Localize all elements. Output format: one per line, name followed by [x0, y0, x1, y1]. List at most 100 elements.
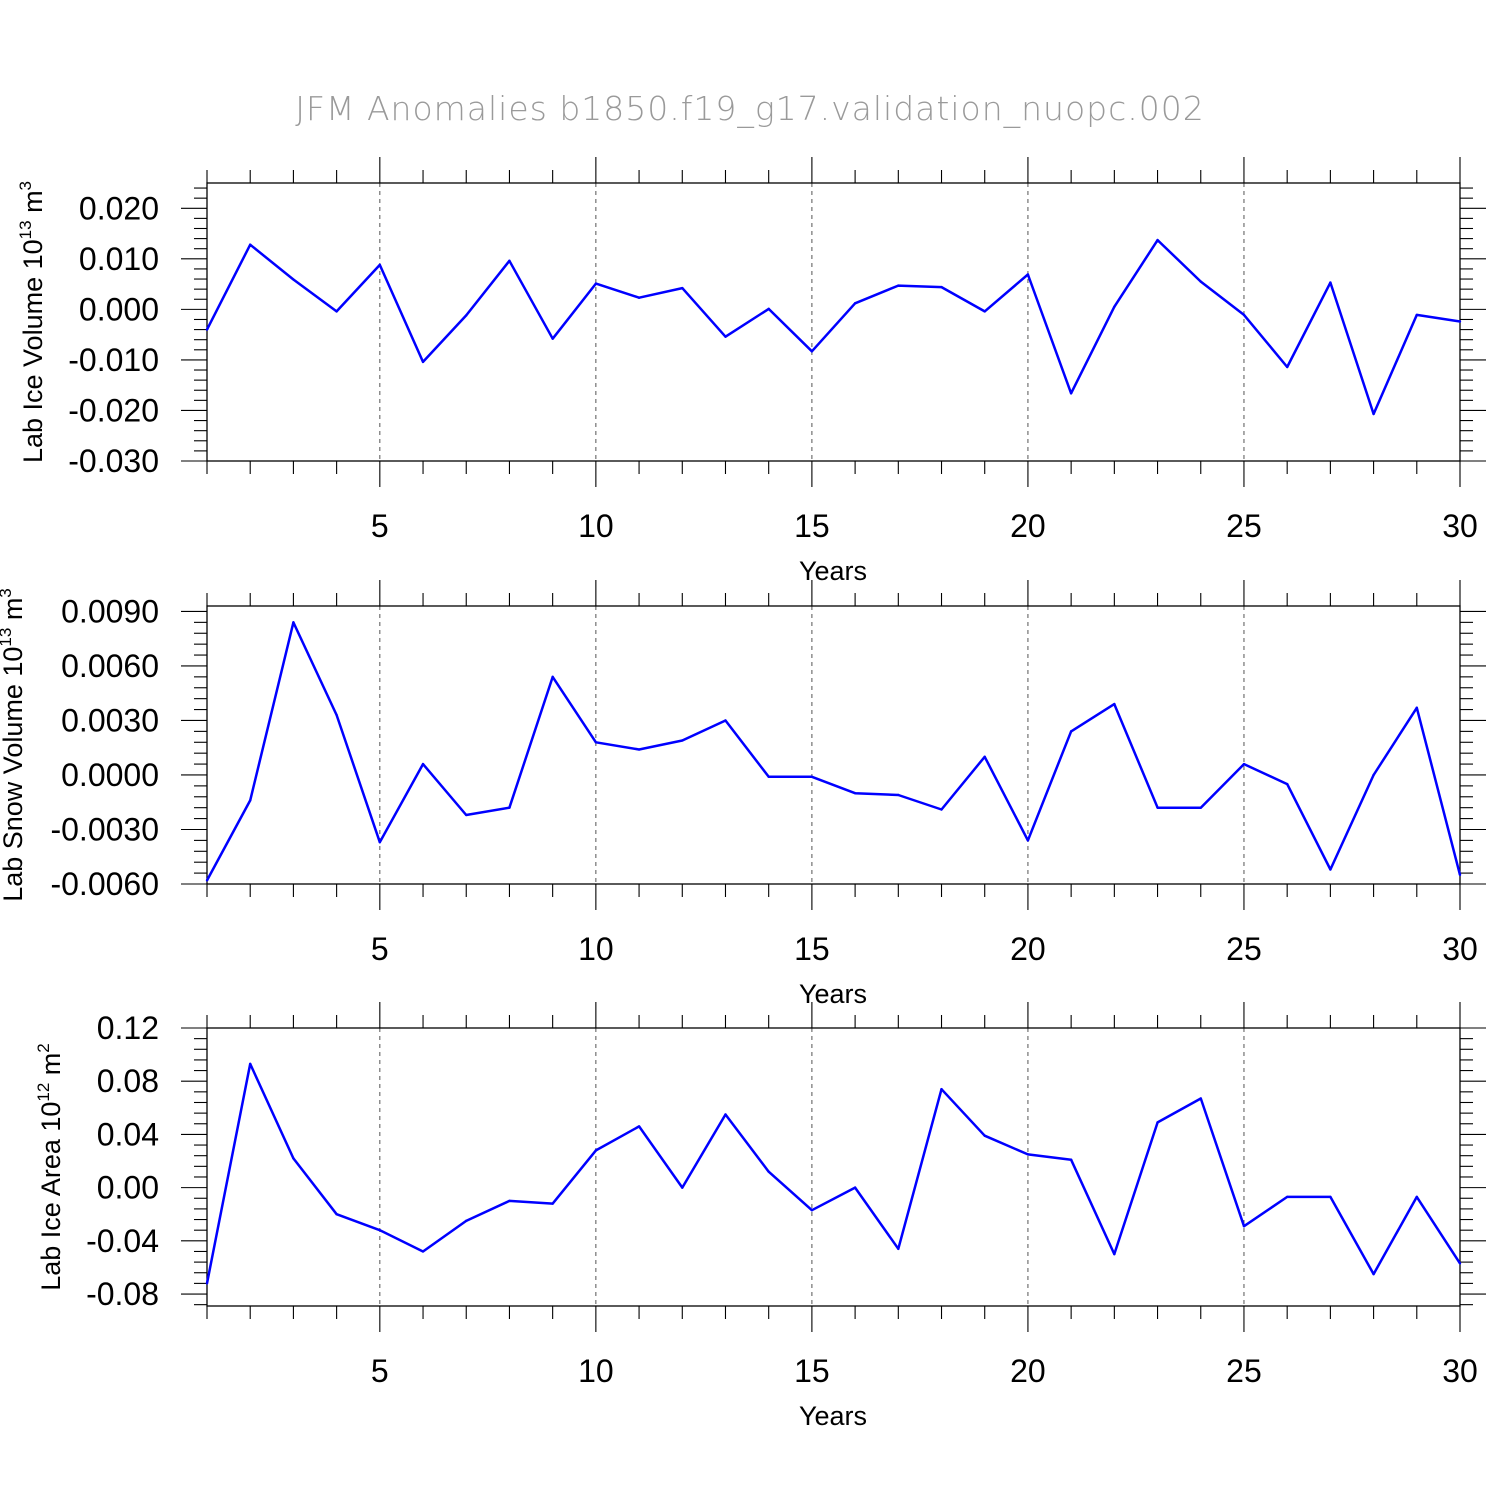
- data-point: [1026, 1153, 1030, 1156]
- data-point: [724, 335, 727, 338]
- x-axis-title: Years: [799, 979, 867, 1009]
- data-point: [249, 799, 252, 802]
- data-point: [940, 808, 943, 811]
- y-tick-label: 0.0000: [61, 757, 159, 793]
- y-axis-title: Lab Snow Volume 1013 m3: [0, 588, 28, 902]
- data-point: [1415, 1195, 1418, 1199]
- data-point: [1458, 1262, 1462, 1265]
- x-tick-label: 20: [1010, 1353, 1046, 1389]
- data-point: [897, 1247, 900, 1251]
- y-tick-label: -0.0060: [50, 866, 159, 902]
- data-point: [1156, 806, 1159, 809]
- data-point: [1242, 762, 1246, 766]
- data-point: [724, 1113, 727, 1116]
- data-point: [897, 793, 900, 797]
- data-point: [983, 310, 986, 313]
- series-line: [205, 238, 1461, 416]
- data-point: [681, 739, 684, 742]
- data-point: [508, 806, 511, 809]
- y-tick-label: -0.030: [68, 443, 159, 479]
- data-point: [1199, 1097, 1202, 1100]
- y-tick-label: -0.010: [68, 342, 159, 378]
- series-line: [205, 621, 1462, 881]
- data-point: [1199, 806, 1202, 809]
- y-axis-title: Lab Ice Volume 1013 m3: [16, 181, 48, 463]
- data-point: [637, 296, 641, 299]
- data-point: [1285, 1195, 1289, 1199]
- y-tick-label: -0.0030: [50, 811, 159, 847]
- data-point: [1415, 706, 1418, 709]
- data-point: [249, 1062, 252, 1066]
- data-point: [983, 755, 986, 759]
- x-tick-label: 15: [794, 1353, 830, 1389]
- data-point: [1113, 702, 1116, 706]
- data-point: [205, 328, 209, 331]
- data-point: [421, 762, 425, 766]
- plot-frame: [206, 1027, 1461, 1307]
- data-point: [1113, 305, 1116, 309]
- chart-panel-3: -0.08 -0.04 0.00 0.04 0.08 0.12 5 10 15 20 25 30 Yea…: [34, 1002, 1486, 1431]
- data-point: [594, 1149, 598, 1152]
- data-point: [853, 302, 857, 305]
- data-point: [508, 259, 511, 263]
- data-point: [421, 1250, 425, 1253]
- data-point: [1026, 839, 1030, 842]
- data-point: [1329, 281, 1332, 284]
- data-point: [724, 719, 727, 722]
- data-point: [551, 675, 554, 679]
- y-tick-label: 0.0090: [61, 593, 159, 629]
- data-point: [810, 1209, 814, 1212]
- y-tick-label: 0.0030: [61, 702, 159, 738]
- data-point: [551, 1202, 554, 1205]
- chart-panel-1: -0.030 -0.020 -0.010 0.000 0.010 0.020 5 10 15 20…: [16, 157, 1486, 586]
- data-point: [1285, 365, 1289, 369]
- y-tick-label: -0.020: [68, 392, 159, 428]
- x-tick-label: 5: [371, 931, 389, 967]
- data-point: [1242, 313, 1246, 317]
- data-point: [1285, 782, 1289, 786]
- data-point: [378, 841, 382, 844]
- x-tick-label: 5: [371, 508, 389, 544]
- data-point: [249, 243, 252, 246]
- data-point: [637, 1125, 641, 1128]
- data-point: [1026, 273, 1030, 276]
- y-tick-label: 0.020: [79, 190, 159, 226]
- chart-panel-2: -0.0060 -0.0030 0.0000 0.0030 0.0060 0.0090 5 1…: [0, 580, 1486, 1009]
- panels: -0.030 -0.020 -0.010 0.000 0.010 0.020 5 10 15 20…: [0, 157, 1486, 1431]
- y-tick-label: 0.08: [97, 1063, 159, 1099]
- data-point: [508, 1199, 511, 1203]
- data-point: [205, 879, 209, 882]
- data-point: [810, 775, 814, 778]
- data-point: [681, 286, 684, 290]
- data-point: [767, 775, 770, 778]
- plot-frame: [206, 182, 1461, 462]
- data-point: [897, 284, 900, 287]
- data-point: [637, 748, 641, 751]
- y-tick-label: 0.12: [97, 1010, 159, 1046]
- y-tick-label: 0.04: [97, 1116, 159, 1152]
- chart-title: JFM Anomalies b1850.f19_g17.validation_n…: [295, 89, 1204, 129]
- data-point: [465, 813, 468, 817]
- data-point: [983, 1134, 986, 1137]
- data-point: [465, 1219, 468, 1223]
- data-point: [594, 282, 598, 285]
- x-tick-label: 10: [578, 508, 614, 544]
- data-point: [681, 1186, 684, 1189]
- data-point: [853, 791, 857, 795]
- data-point: [335, 713, 338, 717]
- data-point: [1415, 313, 1418, 317]
- data-point: [767, 307, 770, 311]
- series-line: [205, 1062, 1462, 1284]
- x-tick-label: 20: [1010, 508, 1046, 544]
- data-point: [465, 314, 468, 317]
- data-point: [1458, 320, 1462, 323]
- x-tick-label: 30: [1442, 508, 1478, 544]
- data-point: [1069, 1158, 1073, 1161]
- x-tick-label: 5: [371, 1353, 389, 1389]
- x-tick-label: 30: [1442, 1353, 1478, 1389]
- y-tick-label: 0.010: [79, 241, 159, 277]
- x-tick-label: 30: [1442, 931, 1478, 967]
- data-point: [940, 285, 943, 289]
- y-tick-label: 0.000: [79, 291, 159, 327]
